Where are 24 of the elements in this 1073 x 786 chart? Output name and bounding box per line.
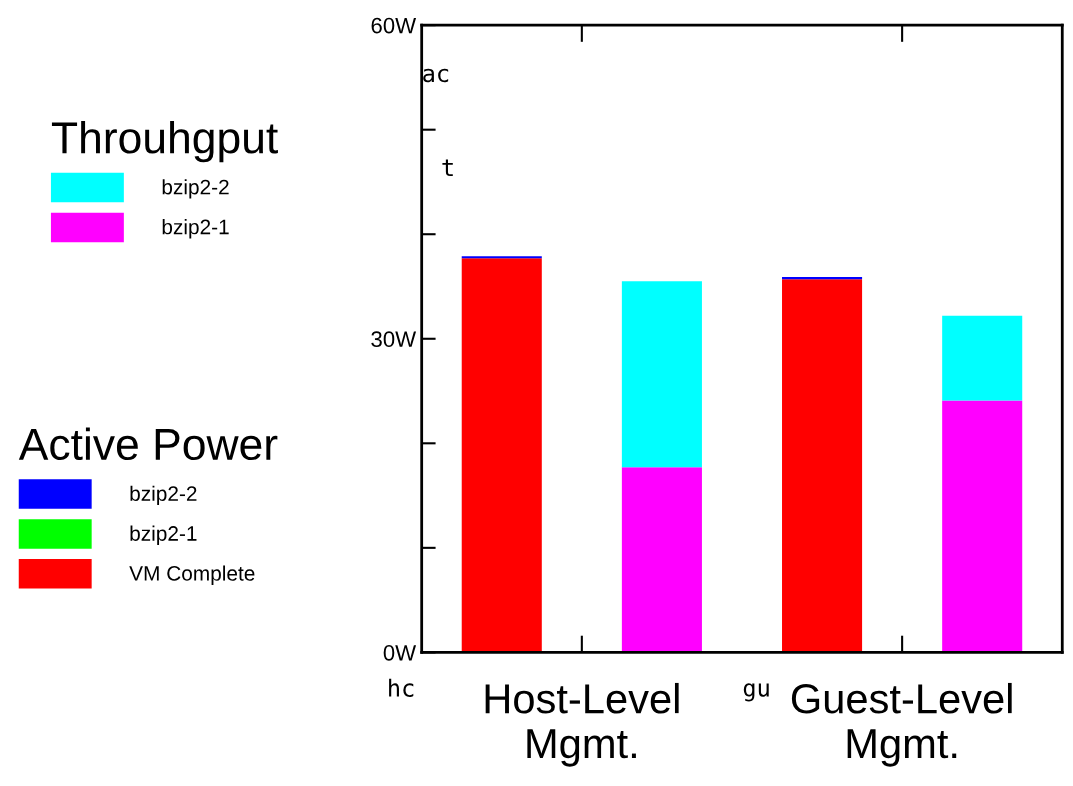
text: hc xyxy=(389,678,414,697)
legend-label: VM Complete xyxy=(129,565,255,585)
annotation: ac xyxy=(423,68,449,83)
text: gu xyxy=(743,683,769,702)
y-tick-label: 30W xyxy=(371,331,417,348)
bar xyxy=(461,256,542,259)
bar xyxy=(621,281,702,468)
y-tick-label: 0W xyxy=(383,644,417,661)
legend-label: bzip2-2 xyxy=(162,179,229,199)
bar xyxy=(621,467,702,653)
y-tick-label: 60W xyxy=(371,17,417,34)
legend-label: bzip2-1 xyxy=(162,219,229,239)
bar xyxy=(942,315,1023,401)
bar xyxy=(782,277,863,280)
text: Active Power xyxy=(18,427,278,461)
legend-label: bzip2-2 xyxy=(130,485,197,506)
bar xyxy=(461,258,542,653)
bar xyxy=(942,400,1023,653)
bar xyxy=(782,279,863,653)
x-tick-label: Host-Level Mgmt. xyxy=(485,682,679,767)
text: Throuhgput xyxy=(51,120,278,163)
legend-label: bzip2-1 xyxy=(130,525,197,545)
annotation: t xyxy=(442,159,453,176)
x-tick-label: Guest-Level Mgmt. xyxy=(791,682,1012,767)
